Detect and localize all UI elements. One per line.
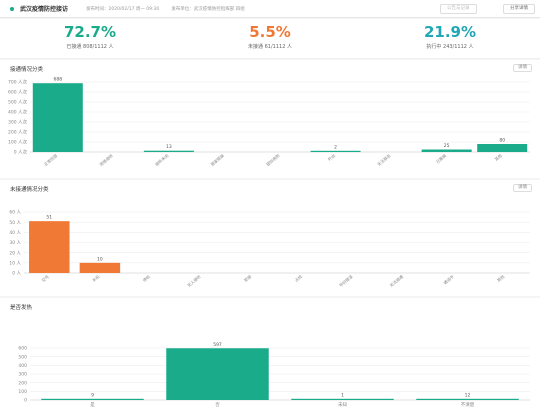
y-tick-label: 100 [18,389,27,395]
x-tick-label: 外出 [326,152,336,162]
x-tick-label: 无法联系 [376,152,392,167]
x-tick-label: 已搬离 [434,152,447,164]
record-button[interactable]: 公告与记录 [440,4,477,14]
bar [291,398,394,400]
fever-chart: 0 100 200 300 400 500 600 9 是 597 否 1 未知 12 不清楚 [18,342,530,408]
x-tick-label: 号码错误 [337,273,353,288]
y-tick-label: 600 [18,346,27,352]
share-button[interactable]: 分享详情 [503,4,535,14]
y-tick-label: 0 人次 [14,149,28,156]
page-title: 武汉疫情防控接访 [20,6,69,13]
stat-in-progress: 21.9% 执行中 243/1112 人 [360,23,540,50]
publish-unit: 发布单位：武汉疫情防控指挥部 四组 [171,6,245,12]
stat-not-connected-label: 未接通 61/1112 人 [248,44,292,50]
x-tick-label: 拒接 [242,273,252,283]
bar [41,398,144,400]
y-tick-label: 700 人次 [8,79,28,86]
x-tick-label: 其他 [495,273,505,283]
x-tick-label: 否 [215,402,220,408]
x-tick-label: 疑似病例 [265,152,281,167]
stat-not-connected-percent: 5.5% [249,23,291,41]
x-tick-label: 无人接听 [186,273,202,288]
y-tick-label: 50 人 [9,220,21,226]
y-tick-label: 0 [24,398,27,404]
y-tick-label: 0 人 [12,271,21,277]
bar [421,149,472,152]
stat-connected: 72.7% 已接通 808/1112 人 [0,23,180,50]
data-label: 1 [341,392,344,398]
x-tick-label: 无法接通 [388,273,404,288]
y-tick-label: 500 [18,354,27,360]
x-tick-label: 居家隔离 [209,152,225,167]
bar [29,221,70,273]
y-tick-label: 100 人次 [8,139,28,146]
not-connected-chart: 0 人 10 人 20 人 30 人 40 人 50 人 60 人 51 空号 10 关机 停机 无人接… [9,210,530,288]
bar [416,398,519,400]
connected-chart: 0 人次 100 人次 200 人次 300 人次 400 人次 500 人次 600 人次… [8,77,530,167]
data-label: 688 [53,77,62,83]
y-tick-label: 300 人次 [8,119,28,126]
bar [477,144,528,152]
stat-connected-percent: 72.7% [63,23,117,41]
not-connected-panel: 0 人 10 人 20 人 30 人 40 人 50 人 60 人 51 空号 10 关机 停机 无人接… [0,180,540,296]
stat-not-connected: 5.5% 未接通 61/1112 人 [180,23,360,50]
data-label: 25 [444,143,450,149]
summary-stats: 72.7% 已接通 808/1112 人 5.5% 未接通 61/1112 人 … [0,19,540,59]
y-tick-label: 200 [18,380,27,386]
stat-in-progress-label: 执行中 243/1112 人 [426,44,474,50]
publish-time: 发布时间：2020/02/17 周一 09:30 [86,6,160,12]
x-tick-label: 停机 [141,273,151,283]
y-tick-label: 20 人 [9,250,21,256]
not-connected-detail-button[interactable]: 详情 [513,184,532,192]
y-tick-label: 200 人次 [8,129,28,136]
top-bar: 武汉疫情防控接访 发布时间：2020/02/17 周一 09:30 发布单位：武… [0,0,540,18]
bar [143,150,194,152]
y-tick-label: 30 人 [9,240,21,246]
connected-panel-title: 接通情况分类 [10,67,44,73]
x-tick-label: 是 [90,402,95,408]
connected-panel: 0 人次 100 人次 200 人次 300 人次 400 人次 500 人次 600 人次… [0,60,540,178]
stat-in-progress-percent: 21.9% [423,23,477,41]
x-tick-label: 其他 [493,152,503,162]
bar [79,262,121,273]
x-tick-label: 通话中 [442,273,455,285]
y-tick-label: 60 人 [9,210,21,216]
data-label: 51 [46,215,52,221]
y-tick-label: 600 人次 [8,89,28,96]
data-label: 12 [465,392,471,398]
y-tick-label: 500 人次 [8,99,28,106]
x-tick-label: 正常回答 [42,152,58,167]
bar [310,150,361,152]
x-tick-label: 不清楚 [461,401,475,408]
y-tick-label: 40 人 [9,230,21,236]
connected-detail-button[interactable]: 详情 [513,64,532,72]
y-tick-label: 400 人次 [8,109,28,116]
bar [166,348,269,400]
x-tick-label: 拒绝接听 [98,152,114,167]
data-label: 10 [97,256,103,262]
x-tick-label: 空号 [40,273,50,283]
stat-connected-label: 已接通 808/1112 人 [66,44,114,50]
data-label: 2 [334,144,337,150]
fever-panel-title: 是否发热 [10,305,33,311]
data-label: 9 [91,392,94,398]
y-tick-label: 300 [18,372,27,378]
x-tick-label: 未知 [338,401,347,408]
bar [32,83,83,152]
x-tick-label: 接听未完 [153,152,169,167]
x-tick-label: 关机 [91,273,101,283]
y-tick-label: 10 人 [9,260,21,266]
fever-panel: 0 100 200 300 400 500 600 9 是 597 否 1 未知 12 不清楚 是否发热 [0,298,540,420]
x-tick-label: 占线 [293,273,303,283]
data-label: 80 [499,138,505,144]
not-connected-panel-title: 未接通情况分类 [10,187,49,193]
data-label: 13 [166,144,172,150]
y-tick-label: 400 [18,363,27,369]
status-dot-icon [10,6,14,11]
data-label: 597 [213,342,222,348]
